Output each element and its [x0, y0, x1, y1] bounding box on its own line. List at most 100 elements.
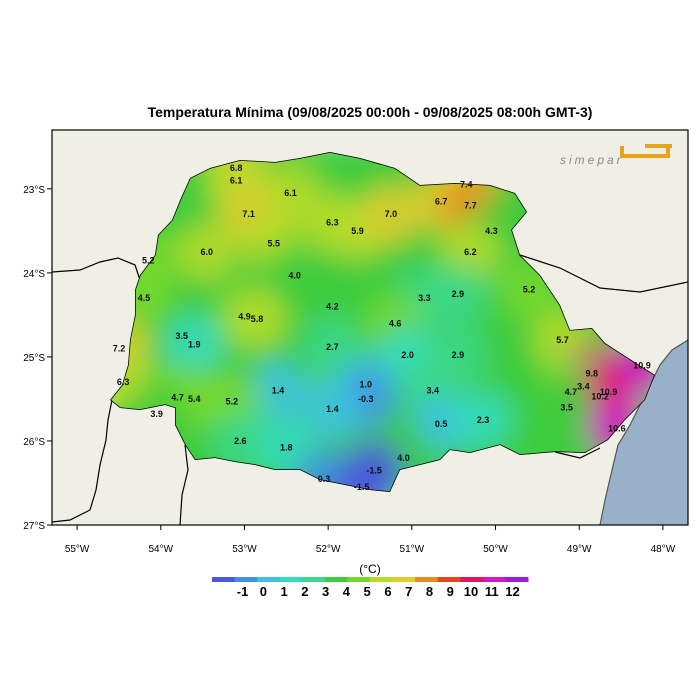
- legend-swatch: [482, 577, 506, 582]
- legend-labels: -1 0 1 2 3 4 5 6 7 8 9 10 11 12: [237, 584, 520, 599]
- station-value-label: 4.3: [485, 226, 498, 236]
- station-value-label: 3.4: [577, 381, 590, 391]
- x-tick-label: 49°W: [567, 544, 592, 555]
- legend-swatch: [279, 577, 303, 582]
- legend-label: 3: [322, 584, 329, 599]
- neighbour-borders: [52, 254, 688, 525]
- station-value-label: 6.3: [326, 217, 339, 227]
- station-value-label: 5.2: [226, 396, 239, 406]
- y-tick-label: 27°S: [23, 521, 45, 532]
- station-value-label: 7.4: [460, 180, 473, 190]
- station-value-label: 4.7: [171, 392, 184, 402]
- station-value-label: 9.3: [155, 121, 168, 131]
- border-paraguay-argentina: [52, 399, 113, 523]
- legend-swatch: [437, 577, 461, 582]
- station-value-label: 3.5: [175, 331, 188, 341]
- station-value-label: 4.9: [238, 312, 251, 322]
- station-value-label: 4.0: [397, 453, 410, 463]
- color-legend: [212, 577, 529, 582]
- y-tick-label: 25°S: [23, 353, 45, 364]
- station-value-label: 2.9: [452, 289, 465, 299]
- station-value-label: 2.9: [452, 350, 465, 360]
- station-value-label: 3.9: [150, 409, 163, 419]
- station-value-label: 6.3: [117, 377, 130, 387]
- legend-label: 0: [260, 584, 267, 599]
- station-value-label: 7.0: [385, 209, 398, 219]
- simepar-logo: simepar: [560, 144, 672, 167]
- x-tick-label: 54°W: [149, 544, 174, 555]
- legend-label: 1: [280, 584, 287, 599]
- station-value-label: 2.0: [401, 350, 414, 360]
- legend-swatch: [347, 577, 371, 582]
- legend-unit-label: (°C): [359, 562, 380, 576]
- legend-swatch: [392, 577, 416, 582]
- station-value-label: 5.2: [523, 285, 536, 295]
- legend-swatch: [257, 577, 281, 582]
- x-tick-label: 50°W: [483, 544, 508, 555]
- station-value-label: 0.3: [318, 474, 331, 484]
- station-value-label: 3.3: [418, 293, 431, 303]
- legend-swatch: [415, 577, 439, 582]
- x-tick-label: 48°W: [651, 544, 676, 555]
- logo-text: simepar: [560, 153, 624, 167]
- station-value-label: 1.9: [188, 339, 201, 349]
- legend-swatch: [505, 577, 529, 582]
- legend-swatch: [324, 577, 348, 582]
- y-tick-label: 24°S: [23, 269, 45, 280]
- legend-label: 4: [343, 584, 351, 599]
- legend-label: 6: [384, 584, 391, 599]
- legend-swatch: [234, 577, 258, 582]
- y-tick-label: 26°S: [23, 437, 45, 448]
- legend-label: 7: [405, 584, 412, 599]
- station-value-label: 10.9: [633, 360, 651, 370]
- station-value-label: 4.2: [326, 301, 339, 311]
- station-value-label: 3.4: [427, 386, 440, 396]
- legend-swatch: [460, 577, 484, 582]
- legend-label: 9: [447, 584, 454, 599]
- station-value-label: 10.6: [608, 423, 626, 433]
- legend-swatch: [212, 577, 236, 582]
- station-value-label: -0.3: [358, 394, 374, 404]
- station-value-label: 5.9: [351, 226, 364, 236]
- station-value-label: 5.5: [268, 238, 281, 248]
- legend-label: 10: [464, 584, 478, 599]
- station-value-label: 6.8: [230, 163, 243, 173]
- station-value-label: 4.5: [138, 293, 151, 303]
- station-value-label: -1.5: [354, 482, 370, 492]
- station-labels: 9.3 6.8 6.1 6.1 7.1 6.3 5.9 7.0 6.7 7.4 7.7 4.3 5.5 6…: [113, 121, 651, 492]
- station-value-label: 6.1: [284, 188, 297, 198]
- station-value-label: 5.7: [556, 335, 569, 345]
- station-value-label: 10.2: [591, 391, 609, 401]
- station-value-label: 2.6: [234, 436, 247, 446]
- station-value-label: 1.4: [272, 386, 285, 396]
- chart-title: Temperatura Mínima (09/08/2025 00:00h - …: [148, 104, 593, 120]
- station-value-label: 1.8: [280, 443, 293, 453]
- station-value-label: 7.1: [242, 209, 255, 219]
- border-santa-catarina: [554, 447, 601, 459]
- station-value-label: 10.9: [600, 387, 618, 397]
- legend-label: 12: [505, 584, 519, 599]
- x-tick-label: 55°W: [65, 544, 90, 555]
- station-value-label: 7.2: [113, 344, 126, 354]
- station-value-label: 4.6: [389, 318, 402, 328]
- station-value-label: 4.7: [565, 387, 578, 397]
- legend-label: 8: [426, 584, 433, 599]
- station-value-label: 5.8: [251, 314, 264, 324]
- station-value-label: 1.0: [360, 380, 373, 390]
- border-mato-grosso-do-sul: [52, 257, 141, 281]
- station-value-label: 6.2: [464, 247, 477, 257]
- station-value-label: 5.4: [188, 394, 201, 404]
- legend-label: 5: [364, 584, 371, 599]
- station-value-label: 2.3: [477, 415, 490, 425]
- x-tick-label: 53°W: [232, 544, 257, 555]
- station-value-label: 6.0: [201, 247, 214, 257]
- legend-swatch: [370, 577, 394, 582]
- station-value-label: 1.4: [326, 404, 339, 414]
- legend-label: -1: [237, 584, 249, 599]
- x-tick-label: 52°W: [316, 544, 341, 555]
- coastline: [599, 339, 688, 525]
- map-frame: [51, 129, 689, 526]
- y-tick-label: 23°S: [23, 185, 45, 196]
- station-value-label: 2.7: [326, 342, 339, 352]
